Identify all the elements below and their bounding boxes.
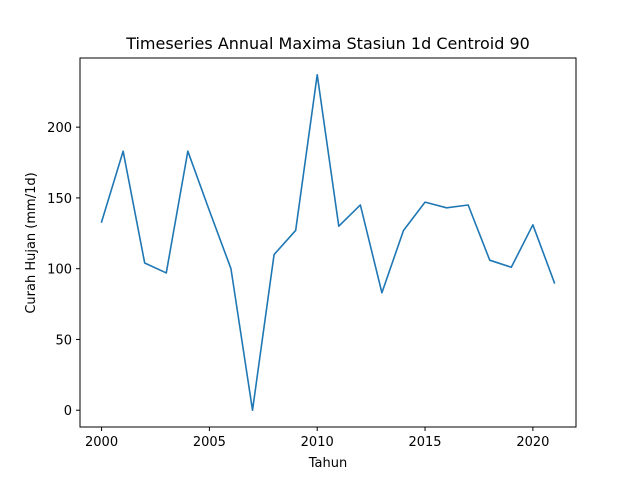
x-tick-label: 2010: [301, 435, 334, 450]
y-axis-ticks: 0 50 100 150 200: [47, 121, 80, 419]
x-tick-label: 2015: [408, 435, 441, 450]
x-axis-ticks: 2000 2005 2010 2015 2020: [85, 427, 549, 450]
y-tick-label: 200: [47, 121, 72, 136]
series-layer: [100, 73, 556, 412]
x-tick-label: 2020: [516, 435, 549, 450]
y-tick-label: 0: [64, 404, 72, 419]
y-tick-label: 50: [55, 333, 72, 348]
series-line-0: [100, 73, 556, 412]
plot-frame: [79, 57, 577, 428]
plot-area: [79, 57, 577, 428]
y-axis-label: Curah Hujan (mm/1d): [24, 172, 39, 313]
y-tick-label: 100: [47, 263, 72, 278]
x-tick-label: 2005: [193, 435, 226, 450]
x-axis-label: Tahun: [308, 456, 347, 471]
y-tick-label: 150: [47, 192, 72, 207]
chart-title: Timeseries Annual Maxima Stasiun 1d Cent…: [125, 34, 530, 53]
x-tick-label: 2000: [85, 435, 118, 450]
